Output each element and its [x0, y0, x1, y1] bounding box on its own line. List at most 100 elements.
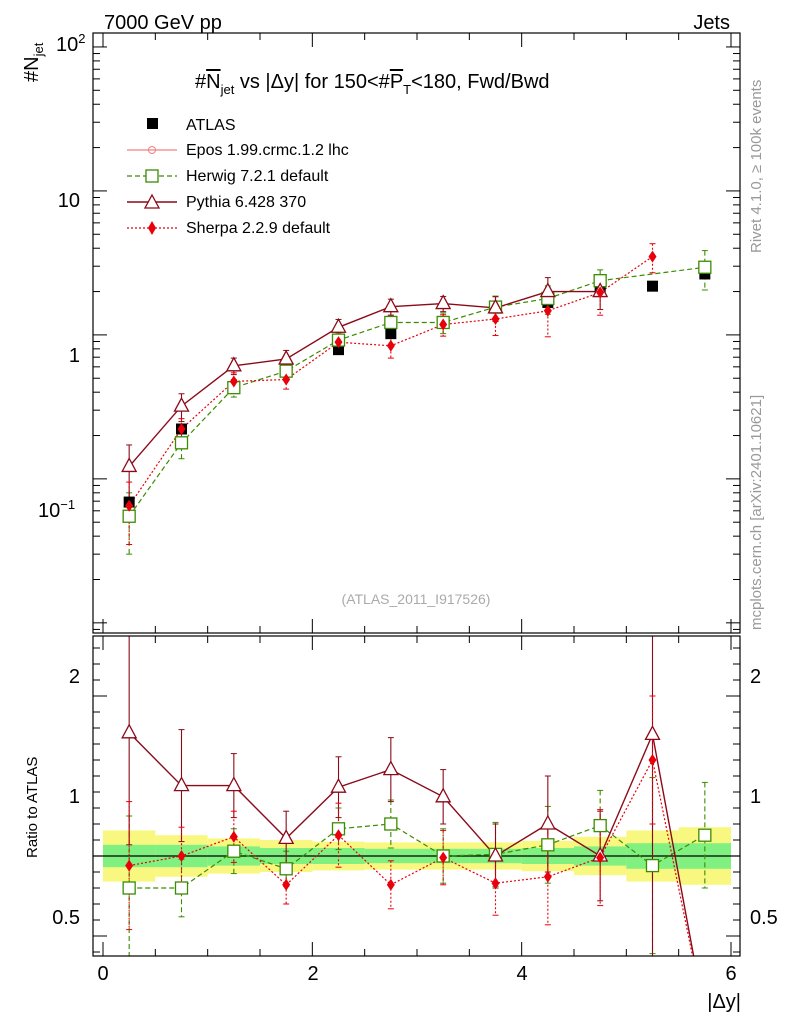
pythia-point [487, 846, 504, 862]
rivet-label: Rivet 4.1.0, ≥ 100k events [748, 80, 765, 253]
herwig-point [122, 881, 136, 895]
ratio-ytick-1-left: 1 [69, 786, 80, 808]
sherpa-point [386, 339, 395, 352]
analysis-watermark: (ATLAS_2011_I917526) [342, 591, 491, 607]
pythia-point [539, 282, 556, 298]
herwig-point [384, 817, 398, 831]
ytick-label-1: 1 [69, 345, 80, 367]
legend-marker-pythia [143, 193, 161, 209]
pythia-point [382, 760, 399, 776]
sherpa-point [648, 754, 657, 766]
atlas-point [647, 280, 658, 292]
legend-marker-epos [148, 146, 156, 154]
herwig-point [174, 436, 189, 450]
legend-label-herwig: Herwig 7.2.1 default [186, 168, 329, 185]
sherpa-point [439, 318, 448, 331]
xtick-label-6: 6 [725, 963, 736, 985]
pythia-point [278, 349, 295, 365]
sherpa-point [282, 878, 291, 891]
process-label: Jets [693, 12, 730, 34]
herwig-point [174, 881, 189, 895]
ratio-ytick-1-right: 1 [750, 786, 761, 808]
sherpa-point [543, 304, 552, 317]
herwig-point [698, 260, 712, 274]
ratio-ytick-0.5-right: 0.5 [750, 907, 778, 929]
sherpa-point [177, 850, 186, 862]
sherpa-point [648, 250, 657, 263]
pythia-point [225, 776, 242, 792]
ratio-ytick-0.5-left: 0.5 [52, 907, 80, 929]
legend-marker-herwig [145, 169, 159, 183]
sherpa-point [229, 830, 238, 843]
pythia-curve [128, 732, 695, 956]
ytick-label-10: 10 [58, 190, 80, 212]
herwig-point [279, 862, 293, 876]
mcplots-label: mcplots.cern.ch [arXiv:2401.10621] [748, 395, 765, 630]
atlas-point [699, 268, 711, 280]
sherpa-point [125, 859, 134, 872]
ratio-ytick-2-left: 2 [69, 666, 80, 688]
legend-marker-sherpa [148, 221, 156, 235]
herwig-point [541, 838, 555, 852]
main-panel: 102 10 1 10−1 #Njet #Njet vs |Δy| for 15… [21, 31, 741, 634]
herwig-point [645, 858, 660, 873]
atlas-point [385, 328, 397, 340]
sherpa-point [596, 851, 605, 864]
legend-label-sherpa: Sherpa 2.2.9 default [186, 220, 331, 237]
pythia-point [435, 294, 452, 310]
pythia-point [539, 814, 556, 830]
herwig-point [593, 818, 607, 833]
pythia-point [173, 396, 190, 412]
legend-label-atlas: ATLAS [186, 117, 236, 134]
sherpa-curve [128, 256, 653, 507]
ratio-panel: 2 1 0.5 2 1 0.5 Ratio to ATLAS 0 2 4 6 |… [24, 635, 778, 1013]
sherpa-point [282, 373, 291, 386]
pythia-point [330, 777, 347, 793]
pythia-point [225, 356, 242, 372]
pythia-point [330, 317, 347, 333]
sherpa-point [334, 829, 343, 842]
sherpa-point [386, 878, 395, 891]
ratio-ytick-2-right: 2 [750, 666, 761, 688]
pythia-point [121, 457, 138, 473]
herwig-point [384, 315, 398, 330]
pythia-point [278, 829, 295, 845]
energy-label: 7000 GeV pp [104, 12, 222, 34]
pythia-curve [128, 290, 601, 467]
y-axis-title: #Njet [21, 42, 46, 82]
sherpa-point [334, 336, 343, 349]
pythia-point [173, 776, 190, 792]
xtick-label-4: 4 [516, 963, 527, 985]
pythia-point [487, 298, 504, 314]
sherpa-point [229, 375, 238, 388]
pythia-point [435, 787, 452, 803]
herwig-curve [129, 823, 706, 889]
plot-title: #Njet vs |Δy| for 150<#PT<180, Fwd/Bwd [195, 71, 550, 97]
sherpa-point [439, 851, 448, 864]
sherpa-point [491, 312, 500, 325]
x-axis-title: |Δy| [707, 991, 741, 1013]
sherpa-curve [129, 758, 694, 956]
herwig-point [227, 844, 241, 858]
sherpa-point [596, 286, 605, 299]
sherpa-point [543, 870, 552, 883]
sherpa-point [177, 423, 186, 436]
herwig-point [698, 828, 712, 842]
ratio-y-axis-title: Ratio to ATLAS [24, 757, 41, 858]
pythia-point [121, 723, 138, 739]
herwig-point [122, 509, 136, 523]
pythia-point [644, 725, 661, 741]
atlas-point [333, 344, 344, 356]
legend-label-pythia: Pythia 6.428 370 [186, 194, 306, 211]
ratio-frame [92, 635, 741, 957]
legend: ATLAS Epos 1.99.crmc.1.2 lhc Herwig 7.2.… [127, 117, 349, 237]
ytick-label-100: 102 [56, 31, 85, 56]
ytick-label-0.1: 10−1 [38, 497, 75, 522]
sherpa-point [491, 877, 500, 890]
legend-marker-atlas [147, 118, 158, 129]
pythia-point [382, 297, 399, 313]
legend-label-epos: Epos 1.99.crmc.1.2 lhc [186, 142, 349, 159]
sherpa-point [125, 499, 134, 512]
xtick-label-2: 2 [307, 963, 318, 985]
